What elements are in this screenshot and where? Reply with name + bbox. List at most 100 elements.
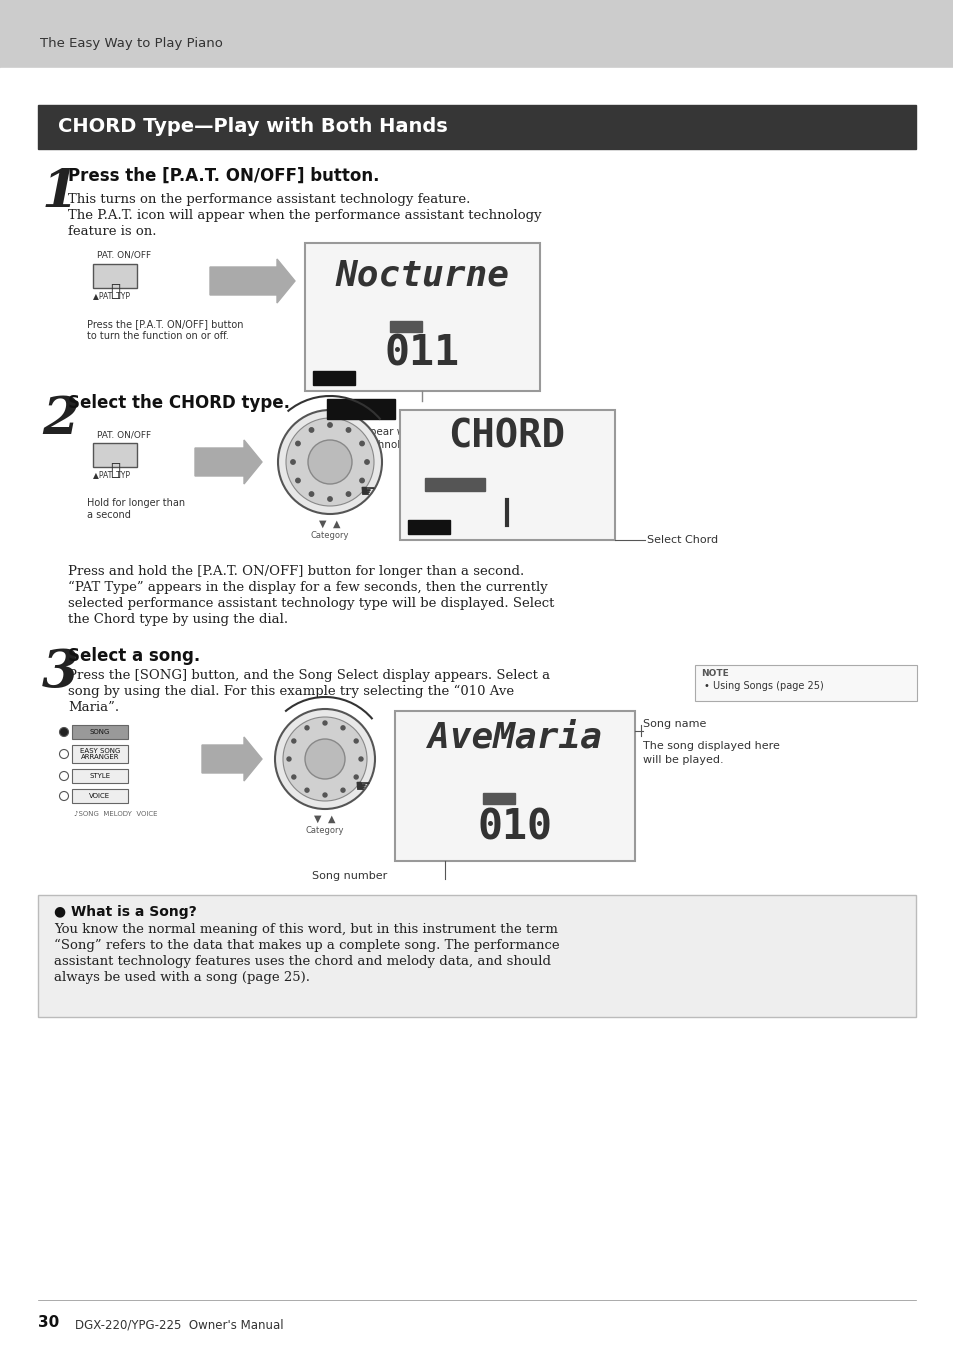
Text: CHORD Type—Play with Both Hands: CHORD Type—Play with Both Hands [58, 118, 447, 136]
Text: 010: 010 [477, 807, 552, 848]
Text: Maria”.: Maria”. [68, 701, 119, 713]
Text: 1: 1 [42, 168, 79, 218]
Bar [305, 243, 539, 390]
Text: to turn the function on or off.: to turn the function on or off. [87, 331, 229, 340]
Bar [38, 105, 915, 149]
Text: 2: 2 [42, 394, 79, 444]
Text: the Chord type by using the dial.: the Chord type by using the dial. [68, 613, 288, 626]
Text: 👆: 👆 [110, 281, 120, 299]
Text: ☛: ☛ [355, 778, 371, 796]
Circle shape [354, 775, 357, 780]
Bar [92, 263, 137, 288]
Circle shape [59, 727, 69, 736]
Circle shape [328, 497, 332, 501]
Text: FUNCTION: FUNCTION [435, 480, 475, 488]
Circle shape [283, 717, 367, 801]
Circle shape [291, 459, 294, 465]
Circle shape [305, 739, 345, 780]
Circle shape [295, 442, 300, 446]
Bar [390, 322, 421, 332]
Text: Song number: Song number [312, 871, 387, 881]
Text: “Song” refers to the data that makes up a complete song. The performance: “Song” refers to the data that makes up … [54, 939, 559, 952]
Text: “PAT Type” appears in the display for a few seconds, then the currently: “PAT Type” appears in the display for a … [68, 581, 547, 594]
Text: DGX-220/YPG-225  Owner's Manual: DGX-220/YPG-225 Owner's Manual [75, 1319, 283, 1331]
Bar [695, 665, 916, 701]
Text: ● What is a Song?: ● What is a Song? [54, 905, 196, 919]
Circle shape [358, 757, 363, 761]
Circle shape [277, 409, 381, 513]
Bar [71, 789, 128, 802]
Circle shape [364, 459, 369, 465]
Circle shape [309, 428, 314, 432]
Circle shape [295, 478, 300, 482]
Text: Select the CHORD type.: Select the CHORD type. [68, 394, 290, 412]
Circle shape [346, 492, 351, 496]
Text: ▲: ▲ [328, 815, 335, 824]
Text: selected performance assistant technology type will be displayed. Select: selected performance assistant technolog… [68, 597, 554, 611]
Text: assistant technology features uses the chord and melody data, and should: assistant technology features uses the c… [54, 955, 551, 969]
Text: CHORD: CHORD [448, 417, 565, 457]
Text: SONG: SONG [90, 730, 111, 735]
Text: STYLE: STYLE [90, 773, 111, 780]
Text: song by using the dial. For this example try selecting the “010 Ave: song by using the dial. For this example… [68, 685, 514, 698]
Text: 3: 3 [42, 647, 79, 698]
Text: ▼: ▼ [314, 815, 321, 824]
Text: PAT. ON/OFF: PAT. ON/OFF [97, 430, 151, 439]
Text: Category: Category [311, 531, 349, 540]
Text: PAT. ON/OFF: PAT. ON/OFF [97, 251, 151, 259]
Text: 30: 30 [38, 1315, 59, 1329]
Circle shape [328, 423, 332, 427]
Text: will be played.: will be played. [642, 755, 723, 765]
Bar [71, 725, 128, 739]
Polygon shape [194, 440, 262, 484]
Text: P.A.T.: P.A.T. [318, 372, 350, 382]
Text: AveMaria: AveMaria [428, 721, 601, 755]
Bar [0, 0, 953, 68]
Text: • Using Songs (page 25): • Using Songs (page 25) [703, 681, 822, 690]
Circle shape [305, 788, 309, 792]
Text: a second: a second [87, 509, 131, 520]
Circle shape [308, 440, 352, 484]
Circle shape [292, 739, 295, 743]
Bar [71, 769, 128, 784]
Bar [399, 409, 615, 540]
Polygon shape [202, 738, 262, 781]
Bar [313, 372, 355, 385]
Text: SONG: SONG [488, 794, 509, 800]
Text: ☛: ☛ [359, 484, 375, 501]
Circle shape [59, 750, 69, 758]
Circle shape [323, 793, 327, 797]
Circle shape [346, 428, 351, 432]
Text: ▲PAT. TYP: ▲PAT. TYP [92, 470, 130, 480]
Polygon shape [210, 259, 294, 303]
Text: Press the [P.A.T. ON/OFF] button.: Press the [P.A.T. ON/OFF] button. [68, 168, 379, 185]
Circle shape [59, 771, 69, 781]
Circle shape [323, 721, 327, 725]
Bar [424, 478, 484, 490]
Circle shape [340, 725, 345, 730]
Text: Press and hold the [P.A.T. ON/OFF] button for longer than a second.: Press and hold the [P.A.T. ON/OFF] butto… [68, 565, 524, 578]
Circle shape [309, 492, 314, 496]
Text: You know the normal meaning of this word, but in this instrument the term: You know the normal meaning of this word… [54, 923, 558, 936]
Bar [38, 894, 915, 1017]
Text: Select a song.: Select a song. [68, 647, 200, 665]
Text: Hold for longer than: Hold for longer than [87, 499, 185, 508]
Text: Icon will appear when performance: Icon will appear when performance [311, 427, 495, 436]
Text: Select Chord: Select Chord [646, 535, 718, 544]
Text: Nocturne: Nocturne [335, 258, 509, 292]
Text: ▼: ▼ [319, 519, 327, 530]
Circle shape [359, 442, 364, 446]
Text: always be used with a song (page 25).: always be used with a song (page 25). [54, 971, 310, 984]
Text: 👆: 👆 [110, 459, 120, 478]
Circle shape [359, 478, 364, 482]
Circle shape [287, 757, 291, 761]
Text: P.A.T.: P.A.T. [413, 521, 444, 531]
Bar [327, 399, 395, 419]
Text: VOICE: VOICE [90, 793, 111, 798]
Text: The Easy Way to Play Piano: The Easy Way to Play Piano [40, 38, 223, 50]
Bar [92, 443, 137, 467]
Text: SONG: SONG [395, 322, 416, 328]
Text: The P.A.T. icon will appear when the performance assistant technology: The P.A.T. icon will appear when the per… [68, 209, 541, 222]
Circle shape [286, 417, 374, 507]
Circle shape [274, 709, 375, 809]
